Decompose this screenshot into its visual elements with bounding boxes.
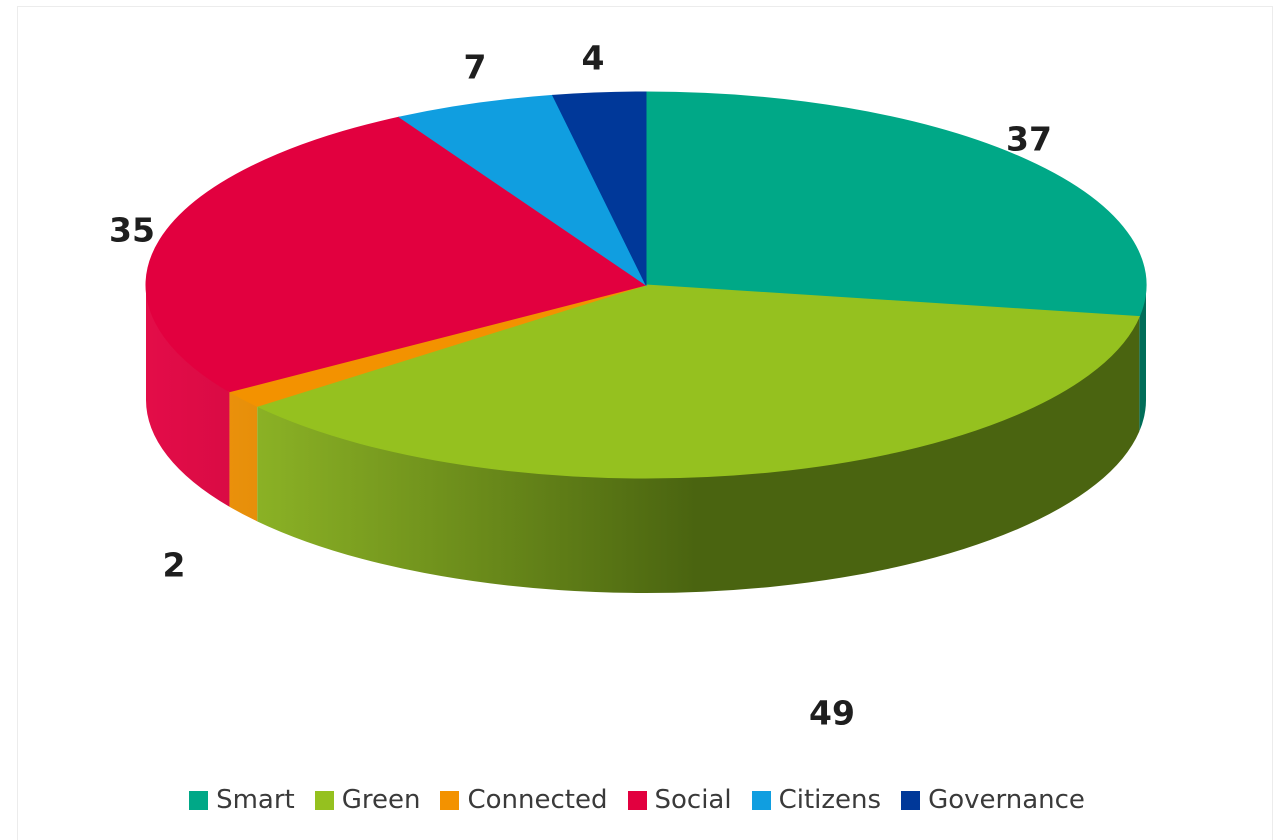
legend-swatch [751, 790, 771, 810]
side-smart [1139, 285, 1146, 432]
data-label-connected: 2 [163, 546, 186, 585]
legend-label: Citizens [778, 785, 882, 815]
legend: Smart Green Connected Social Citizens Governa… [0, 780, 1274, 820]
legend-label: Smart [216, 785, 295, 815]
legend-item-smart: Smart [189, 785, 295, 815]
data-label-green: 49 [809, 694, 855, 733]
legend-label: Connected [467, 785, 608, 815]
legend-label: Green [341, 785, 421, 815]
slice-citizens [398, 94, 648, 287]
legend-swatch [314, 790, 334, 810]
legend-swatch [440, 790, 460, 810]
slice-green [255, 284, 1141, 479]
legend-item-green: Green [314, 785, 421, 815]
legend-swatch [627, 790, 647, 810]
legend-swatch [901, 790, 921, 810]
pie-labels: 37 49 2 35 7 4 [109, 39, 1052, 733]
legend-label: Social [654, 785, 732, 815]
legend-swatch [189, 790, 209, 810]
legend-label: Governance [928, 785, 1085, 815]
slice-governance [551, 91, 647, 286]
pie-tops [145, 91, 1147, 479]
side-connected [229, 391, 258, 522]
data-label-governance: 4 [582, 39, 605, 78]
legend-item-social: Social [627, 785, 732, 815]
legend-item-governance: Governance [901, 785, 1085, 815]
pie-chart: 37 49 2 35 7 4 [109, 39, 1147, 733]
data-label-citizens: 7 [464, 48, 487, 87]
slice-smart [645, 91, 1147, 318]
slice-social [145, 116, 648, 393]
data-label-smart: 37 [1006, 120, 1052, 159]
legend-item-citizens: Citizens [751, 785, 882, 815]
side-green [257, 316, 1140, 593]
legend-item-connected: Connected [440, 785, 608, 815]
data-label-social: 35 [109, 211, 155, 250]
